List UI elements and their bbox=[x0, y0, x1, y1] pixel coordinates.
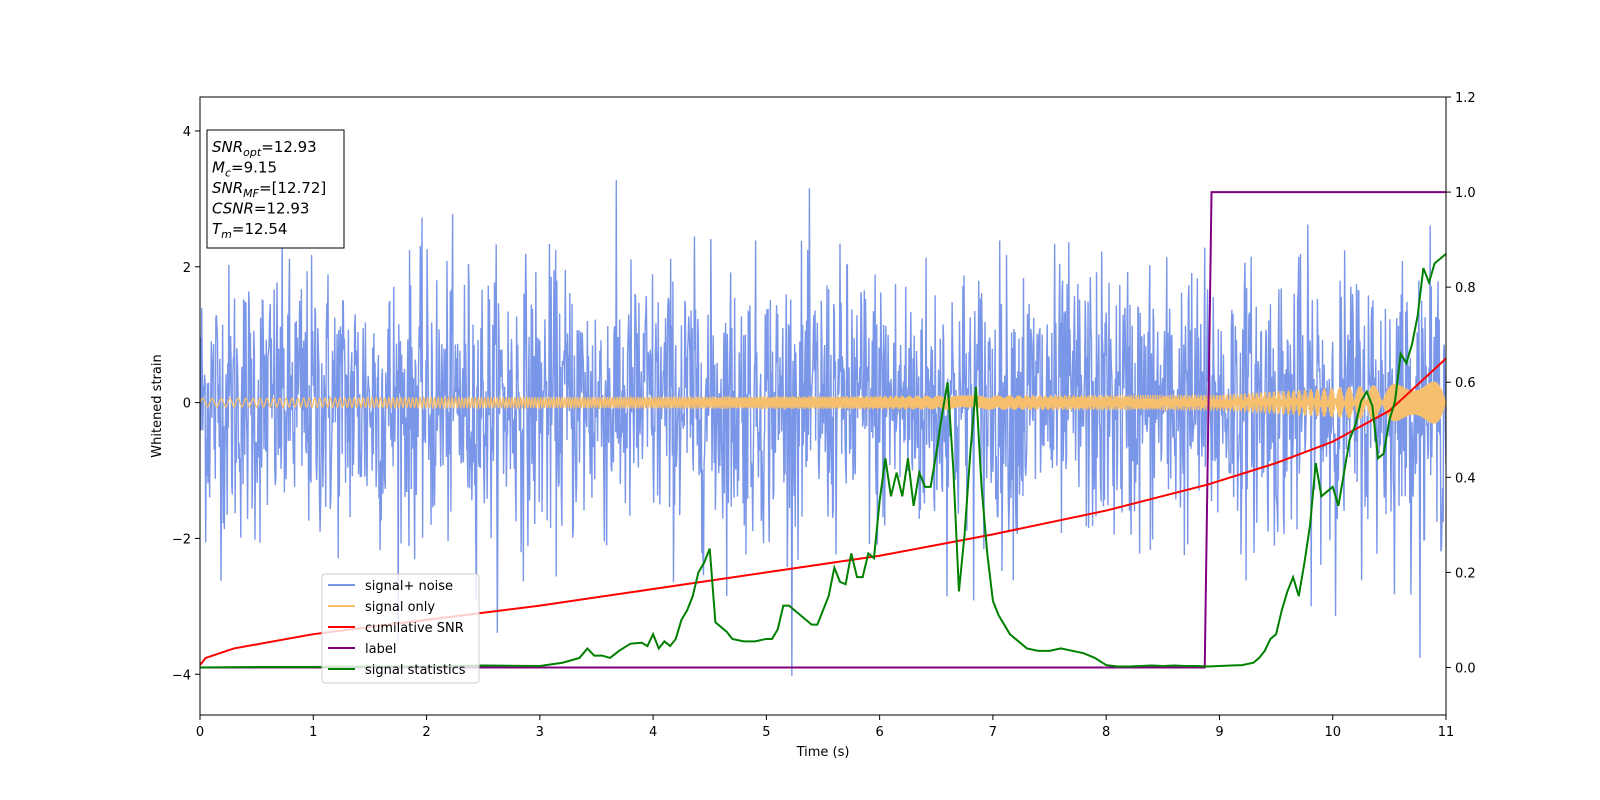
stat-line: CSNR=12.93 bbox=[212, 200, 309, 218]
x-tick-label: 7 bbox=[989, 725, 997, 740]
y-tick-label: −2 bbox=[172, 532, 191, 547]
plot-frame bbox=[199, 96, 1447, 716]
series-label bbox=[200, 191, 1446, 669]
x-axis-label: Time (s) bbox=[796, 745, 850, 760]
x-tick-label: 9 bbox=[1215, 725, 1223, 740]
y2-tick-label: 0.4 bbox=[1455, 471, 1476, 486]
series-cumulative-snr bbox=[200, 357, 1446, 666]
y2-tick-label: 0.2 bbox=[1455, 566, 1476, 581]
y2-tick-label: 0.8 bbox=[1455, 281, 1476, 296]
stat-line: SNRopt=12.93 bbox=[212, 138, 317, 159]
y-axis-label: Whitened strain bbox=[150, 354, 165, 457]
stat-value: =12.54 bbox=[232, 220, 288, 238]
y-tick-label: 0 bbox=[183, 397, 191, 412]
x-tick-label: 5 bbox=[762, 725, 770, 740]
stat-subscript: c bbox=[225, 167, 231, 180]
x-tick-label: 3 bbox=[536, 725, 544, 740]
x-tick-label: 11 bbox=[1438, 725, 1455, 740]
x-tick-label: 0 bbox=[196, 725, 204, 740]
axes-layer: 0 1 2 3 4 5 6 7 8 9 10 11 −4 −2 0 2 4 0.0 0.2 0.4 0.6 0.8 1.0 1… bbox=[172, 91, 1476, 740]
stat-value: =[12.72] bbox=[259, 179, 326, 197]
x-tick-label: 4 bbox=[649, 725, 657, 740]
y-tick-label: −4 bbox=[172, 668, 191, 683]
y2-tick-label: 1.0 bbox=[1455, 186, 1476, 201]
legend-label: label bbox=[365, 642, 396, 657]
stat-subscript: MF bbox=[243, 187, 259, 200]
y2-tick-label: 0.6 bbox=[1455, 376, 1476, 391]
stat-line: SNRMF=[12.72] bbox=[212, 179, 326, 200]
stat-subscript: m bbox=[221, 228, 232, 241]
x-tick-label: 8 bbox=[1102, 725, 1110, 740]
stat-value: =12.93 bbox=[261, 138, 317, 156]
x-tick-label: 6 bbox=[875, 725, 883, 740]
stats-box-frame bbox=[206, 129, 345, 249]
stat-line: Mc=9.15 bbox=[212, 159, 277, 180]
stat-value: =12.93 bbox=[254, 200, 310, 218]
y2-tick-label: 0.0 bbox=[1455, 661, 1476, 676]
stat-symbol: T bbox=[212, 220, 223, 238]
x-tick-label: 1 bbox=[309, 725, 317, 740]
series-signal-only bbox=[200, 381, 1446, 424]
legend-label: cumilative SNR bbox=[365, 621, 464, 636]
y2-tick-label: 1.2 bbox=[1455, 91, 1476, 106]
legend-frame bbox=[321, 573, 480, 684]
stat-symbol: CSNR bbox=[212, 200, 254, 218]
legend-label: signal only bbox=[365, 600, 435, 615]
legend-label: signal statistics bbox=[365, 663, 466, 678]
series-signal-noise bbox=[200, 180, 1446, 676]
stat-line: Tm=12.54 bbox=[212, 220, 287, 241]
stat-symbol: M bbox=[212, 159, 225, 177]
stats-box: SNRopt=12.93Mc=9.15SNRMF=[12.72]CSNR=12.… bbox=[206, 129, 345, 249]
x-tick-label: 10 bbox=[1324, 725, 1341, 740]
legend-label: signal+ noise bbox=[365, 579, 453, 594]
plot-layer bbox=[200, 180, 1446, 676]
stat-subscript: opt bbox=[243, 146, 262, 159]
series-signal-statistics bbox=[200, 253, 1446, 669]
y-tick-label: 2 bbox=[183, 261, 191, 276]
stat-symbol: SNR bbox=[212, 179, 243, 197]
y-tick-label: 4 bbox=[183, 125, 191, 140]
stat-value: =9.15 bbox=[231, 159, 277, 177]
x-tick-label: 2 bbox=[422, 725, 430, 740]
legend: signal+ noise signal only cumilative SNR la… bbox=[321, 573, 480, 684]
stat-symbol: SNR bbox=[212, 138, 243, 156]
